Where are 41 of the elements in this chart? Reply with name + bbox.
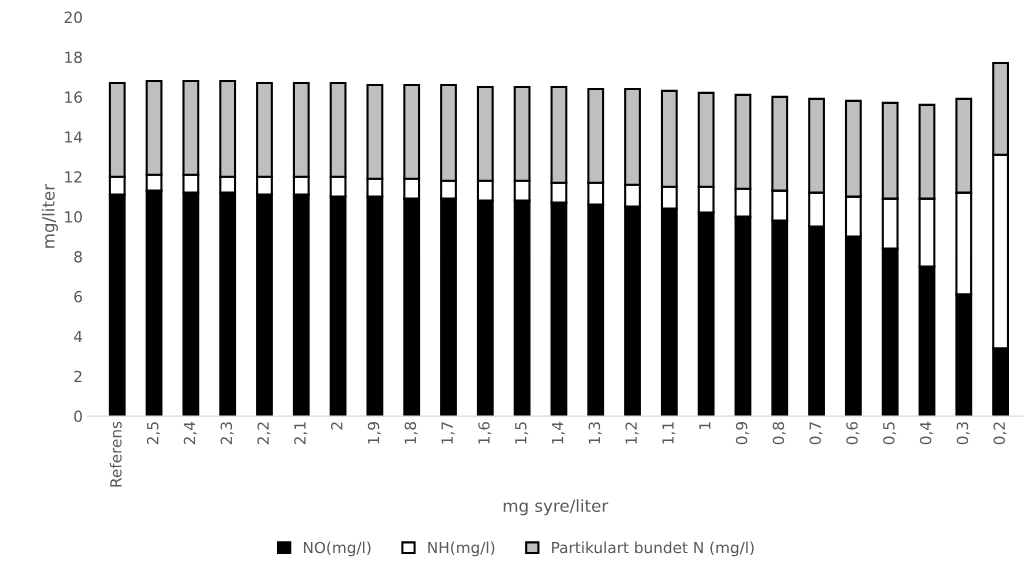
x-tick-label: 2,3 xyxy=(220,422,234,445)
y-tick-label: 20 xyxy=(64,11,82,24)
x-tick-label: 0,8 xyxy=(772,422,786,445)
y-tick-label: 10 xyxy=(65,211,82,223)
x-tick-label: 0,4 xyxy=(919,421,933,445)
x-tick-label: 0,3 xyxy=(956,422,970,445)
x-tick-label: 1,5 xyxy=(515,422,529,444)
x-tick-label: 1,3 xyxy=(588,422,602,444)
x-tick-label: 1,6 xyxy=(478,421,492,444)
x-tick-label: Referens xyxy=(109,421,122,487)
y-tick-label: 0 xyxy=(74,410,82,423)
y-tick-label: 2 xyxy=(74,370,82,382)
x-tick-label: 1,7 xyxy=(441,422,455,444)
y-tick-label: 8 xyxy=(74,250,82,263)
legend-label: NO(mg/l) xyxy=(303,541,371,557)
y-tick-label: 12 xyxy=(65,171,82,183)
x-tick-label: 0,2 xyxy=(993,422,1007,445)
x-tick-label: 2,4 xyxy=(183,421,197,445)
y-axis-title: mg/liter xyxy=(41,183,58,248)
x-axis-title: mg syre/liter xyxy=(503,499,609,516)
y-tick-label: 18 xyxy=(65,51,82,64)
y-tick-label: 4 xyxy=(73,330,83,343)
y-tick-label: 14 xyxy=(65,131,83,143)
x-tick-label: 1,2 xyxy=(625,422,639,444)
x-tick-label: 2,5 xyxy=(146,422,161,445)
x-tick-label: 0,7 xyxy=(809,422,823,445)
x-tick-label: 1,9 xyxy=(367,422,381,444)
x-tick-label: 2,1 xyxy=(294,422,308,445)
x-tick-label: 1,1 xyxy=(662,422,676,444)
x-tick-label: 1,8 xyxy=(404,422,418,444)
legend-label: Partikulart bundet N (mg/l) xyxy=(552,541,754,557)
x-tick-label: 1,4 xyxy=(552,421,565,444)
y-tick-label: 16 xyxy=(65,91,82,103)
y-tick-label: 6 xyxy=(74,290,82,303)
x-tick-label: 1 xyxy=(699,422,711,429)
x-tick-label: 0,9 xyxy=(735,422,749,445)
x-tick-label: 0,5 xyxy=(883,422,897,445)
legend-label: NH(mg/l) xyxy=(428,541,495,557)
x-tick-label: 2 xyxy=(330,422,343,430)
x-tick-label: 0,6 xyxy=(846,421,860,445)
x-tick-label: 2,2 xyxy=(257,422,271,445)
